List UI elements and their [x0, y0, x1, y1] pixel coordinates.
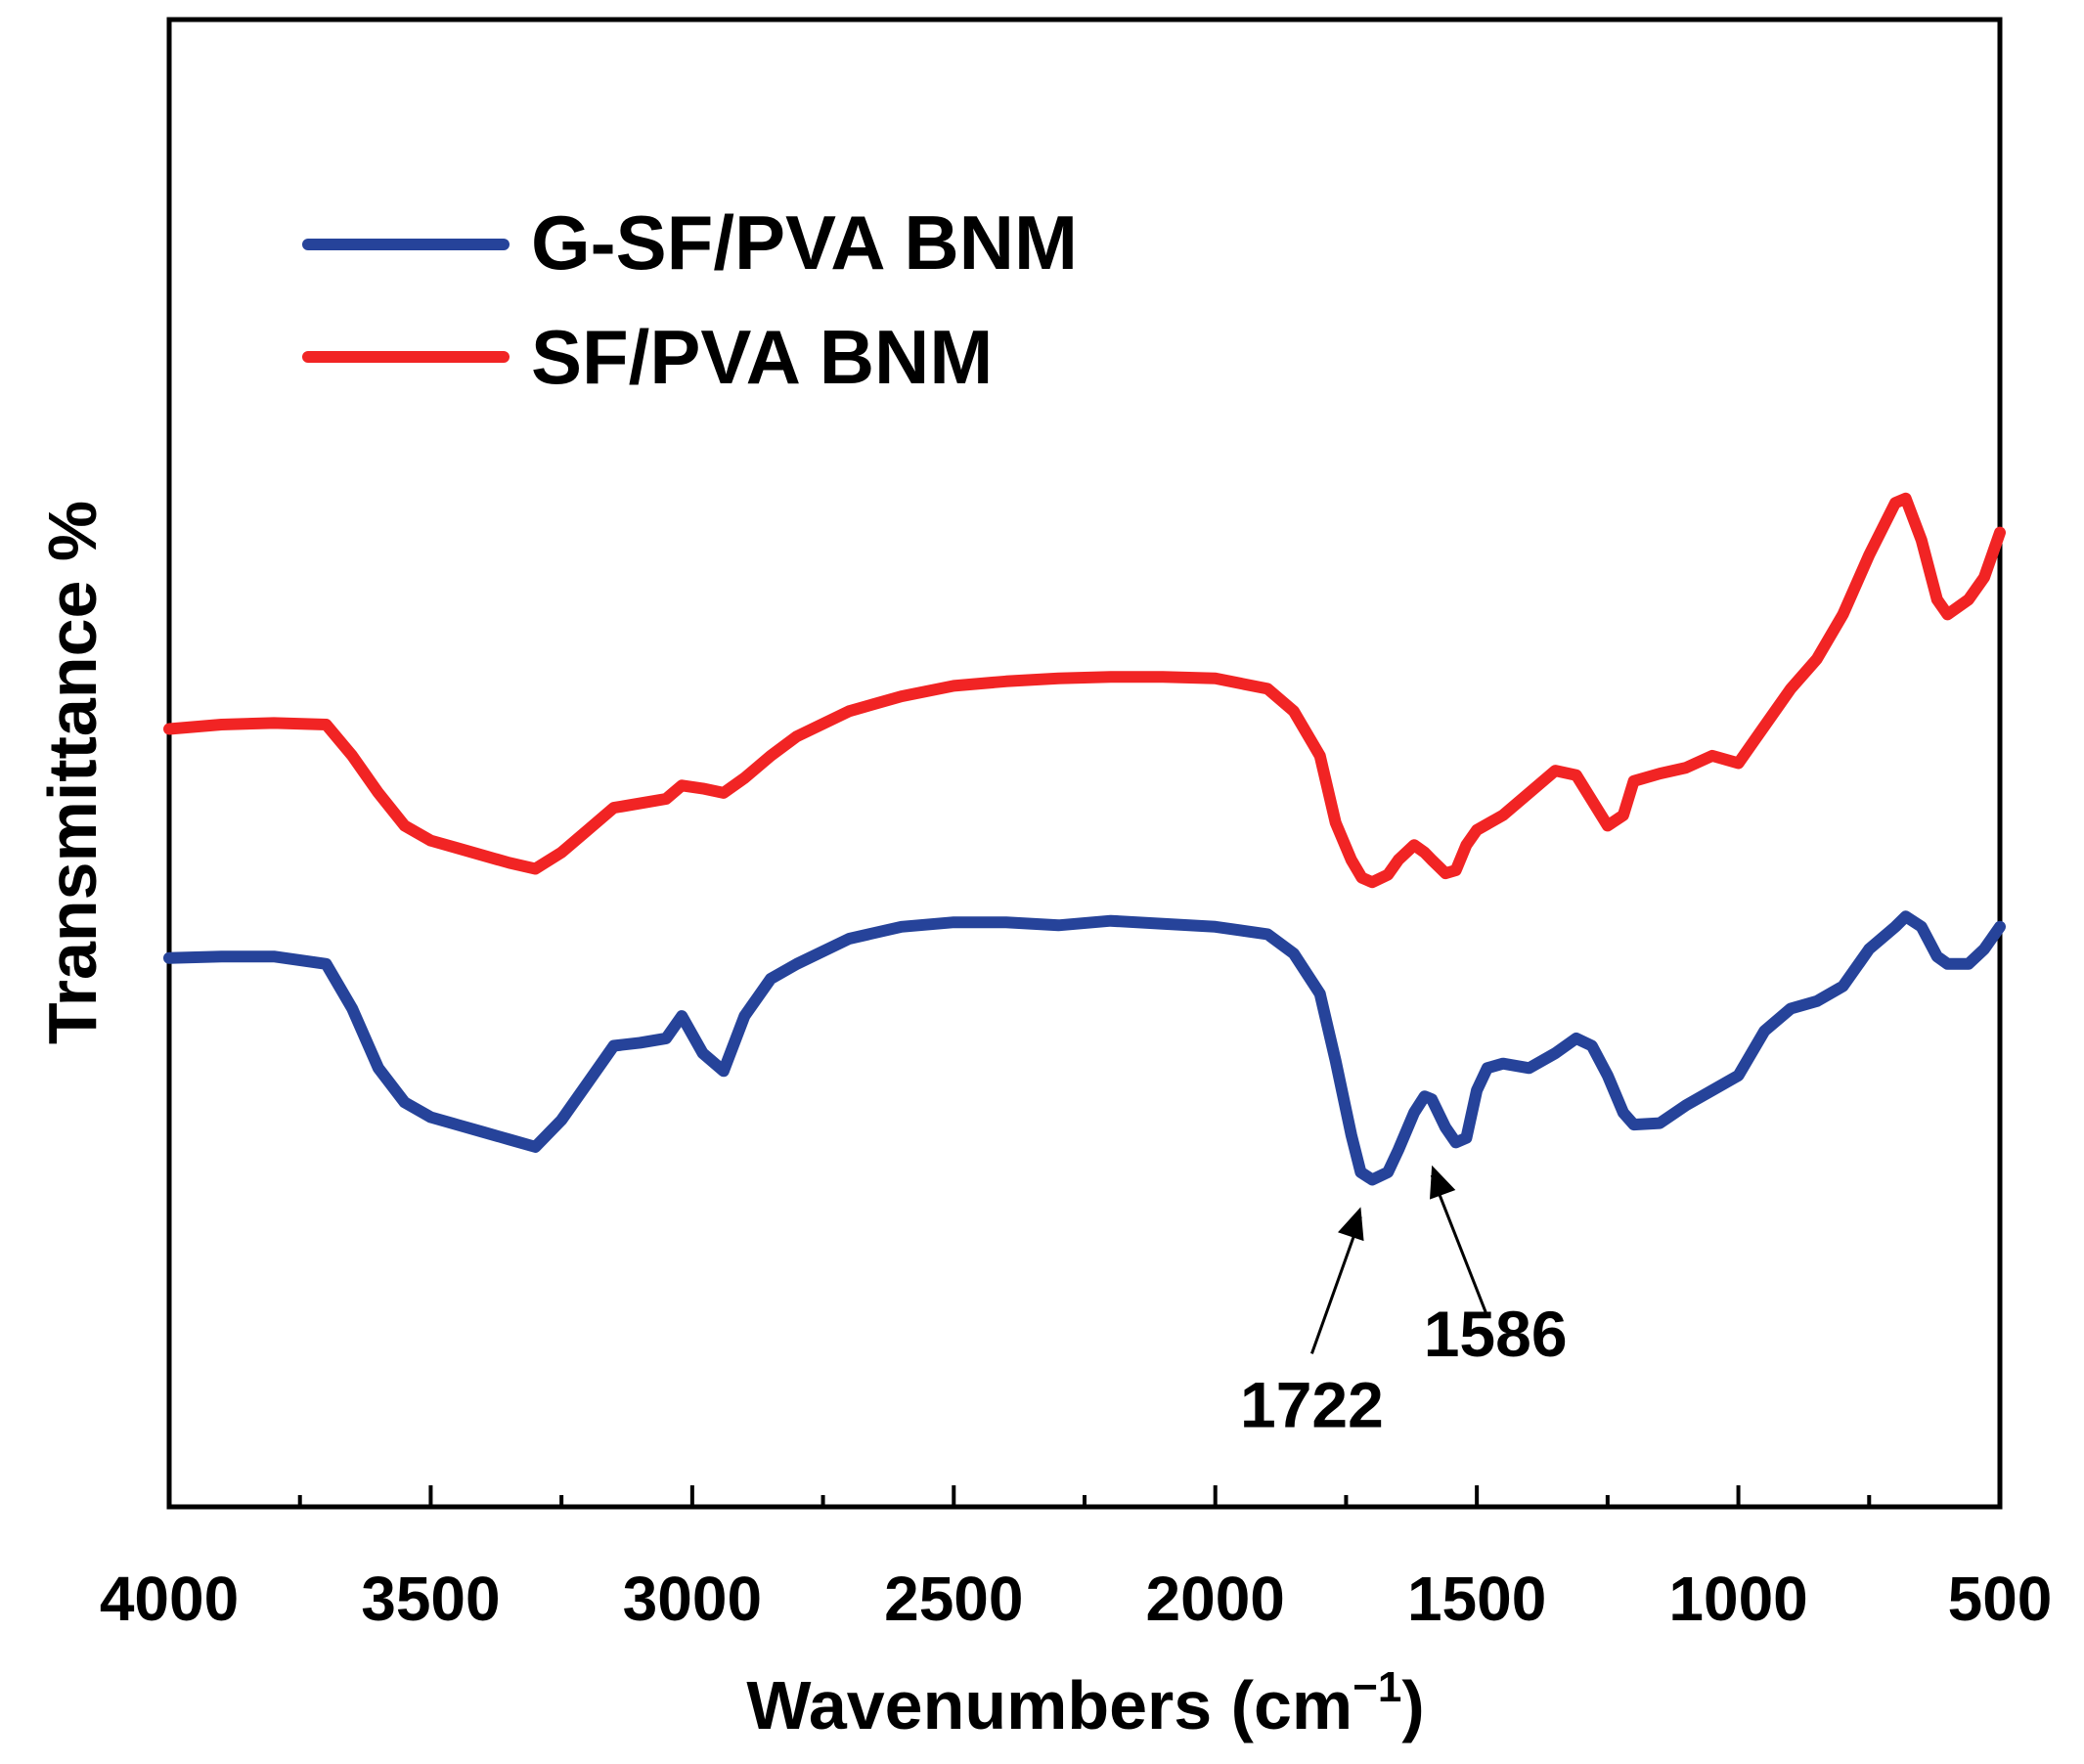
- series-line-sf-pva-bnm: [163, 492, 2006, 889]
- y-axis-label: Transmittance %: [34, 501, 111, 1044]
- annotations: 1722 1586: [1240, 1165, 1568, 1440]
- x-axis-ticks: [167, 1485, 2002, 1507]
- x-tick-label-1000: 1000: [1668, 1564, 1807, 1634]
- annotation-arrow-1586: [1430, 1174, 1487, 1313]
- x-tick-label-3000: 3000: [623, 1564, 762, 1634]
- annotation-label-1722: 1722: [1240, 1368, 1384, 1440]
- x-tick-label-2000: 2000: [1146, 1564, 1285, 1634]
- x-axis-label-close: ): [1401, 1667, 1424, 1743]
- legend-label-g-sf-pva-bnm: G-SF/PVA BNM: [531, 199, 1078, 286]
- x-axis-label-superscript: −1: [1352, 1663, 1401, 1711]
- x-axis-tick-labels: 4000 3500 3000 2500 2000 1500 1000 500: [100, 1564, 2053, 1634]
- x-tick-label-4000: 4000: [100, 1564, 239, 1634]
- annotation-arrowhead-1586: [1430, 1165, 1456, 1200]
- x-tick-label-3500: 3500: [361, 1564, 500, 1634]
- x-tick-label-500: 500: [1948, 1564, 2053, 1634]
- x-tick-label-2500: 2500: [884, 1564, 1023, 1634]
- x-axis-label-main: Wavenumbers (cm: [746, 1667, 1352, 1743]
- annotation-arrowhead-1722: [1338, 1207, 1364, 1242]
- series-line-g-sf-pva-bnm: [163, 910, 2006, 1186]
- legend: G-SF/PVA BNM SF/PVA BNM: [302, 199, 1078, 400]
- x-tick-label-1500: 1500: [1407, 1564, 1546, 1634]
- x-axis-label: Wavenumbers (cm−1): [746, 1663, 1424, 1743]
- annotation-label-1586: 1586: [1424, 1298, 1568, 1370]
- annotation-arrow-1722: [1309, 1215, 1362, 1354]
- legend-label-sf-pva-bnm: SF/PVA BNM: [531, 314, 993, 400]
